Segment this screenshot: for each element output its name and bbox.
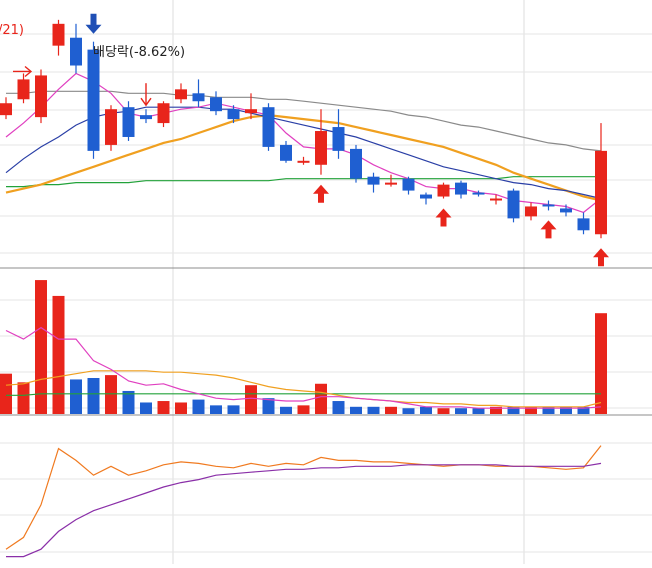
volume-bar	[332, 401, 345, 414]
candle-body	[157, 103, 170, 124]
volume-bar	[0, 373, 12, 414]
indicator-series-line	[6, 462, 602, 558]
candle-body	[315, 131, 327, 165]
price-panel	[0, 13, 609, 267]
candle-body	[472, 192, 485, 195]
volume-bar	[122, 390, 135, 414]
candle-body	[17, 79, 30, 100]
candle-body	[280, 144, 292, 161]
ma5-line	[5, 72, 602, 214]
candle-body	[420, 194, 432, 199]
candle-body	[455, 182, 467, 195]
volume-bar	[525, 406, 537, 414]
candle-body	[367, 176, 380, 185]
candle-body	[227, 109, 240, 120]
ma240-line	[6, 90, 602, 152]
partial-date-label: /21)	[0, 23, 24, 38]
volume-ma20-line	[5, 370, 602, 408]
candle-body	[245, 109, 257, 114]
candle-body	[595, 150, 607, 235]
volume-bar	[577, 406, 590, 414]
candle-body	[175, 89, 187, 100]
candle-body	[70, 37, 82, 66]
candle-body	[210, 97, 222, 112]
buy-arrow-icon	[540, 220, 557, 239]
volume-bar	[385, 406, 397, 414]
volume-bar	[560, 406, 572, 414]
candle-body	[140, 115, 152, 120]
volume-bar	[507, 406, 520, 414]
volume-bar	[210, 405, 222, 414]
candle-body	[542, 204, 555, 207]
ma60-line	[5, 113, 602, 202]
candle-body	[525, 206, 537, 217]
down-arrow-icon	[140, 97, 152, 107]
buy-arrow-icon	[313, 184, 329, 203]
candle-body	[577, 218, 590, 231]
volume-bar	[490, 406, 502, 414]
candle-body	[385, 182, 397, 185]
candle-body	[105, 109, 117, 145]
candle-body	[332, 127, 345, 151]
volume-bar	[140, 402, 152, 414]
candle-body	[437, 184, 450, 197]
volume-bar	[297, 405, 310, 414]
volume-bar	[350, 406, 362, 414]
volume-bar	[280, 406, 292, 414]
buy-arrow-icon	[435, 208, 452, 227]
candle-body	[262, 107, 275, 147]
candle-body	[87, 49, 100, 151]
volume-bar	[420, 406, 432, 414]
indicator-panel	[5, 445, 602, 558]
volume-bar	[192, 399, 205, 414]
right-arrow-icon	[24, 65, 33, 78]
volume-bar	[315, 383, 327, 414]
volume-bar	[262, 398, 275, 414]
volume-bar	[157, 401, 170, 414]
candle-body	[122, 107, 135, 137]
volume-bar	[227, 405, 240, 414]
ma120-line	[6, 176, 601, 188]
buy-arrow-icon	[593, 248, 609, 267]
volume-bar	[175, 402, 187, 414]
dividend-label: 배당락(-8.62%)	[93, 45, 185, 60]
volume-bar	[367, 406, 380, 414]
volume-bar	[70, 379, 82, 414]
candle-body	[52, 23, 65, 46]
volume-bar	[17, 382, 30, 414]
candle-body	[297, 160, 310, 163]
volume-bar	[437, 408, 450, 414]
candle-body	[0, 103, 12, 116]
sell-arrow-icon	[85, 13, 102, 34]
candle-body	[507, 190, 520, 219]
volume-bar	[245, 385, 257, 414]
volume-ma5-line	[5, 326, 602, 409]
volume-bar	[105, 375, 117, 414]
volume-bar	[52, 295, 65, 414]
volume-bar	[455, 408, 467, 414]
candle-body	[402, 178, 415, 191]
volume-bar	[402, 408, 415, 414]
volume-ma60-line	[6, 393, 601, 396]
volume-bar	[87, 378, 100, 414]
candle-body	[560, 208, 572, 213]
volume-bar	[542, 406, 555, 414]
candle-body	[490, 198, 502, 201]
indicator-series-line	[5, 445, 602, 550]
candle-body	[192, 93, 205, 102]
volume-panel	[0, 280, 607, 414]
candle-body	[35, 75, 47, 118]
candle-body	[350, 148, 362, 179]
volume-bar	[595, 313, 607, 414]
volume-bar	[472, 408, 485, 414]
